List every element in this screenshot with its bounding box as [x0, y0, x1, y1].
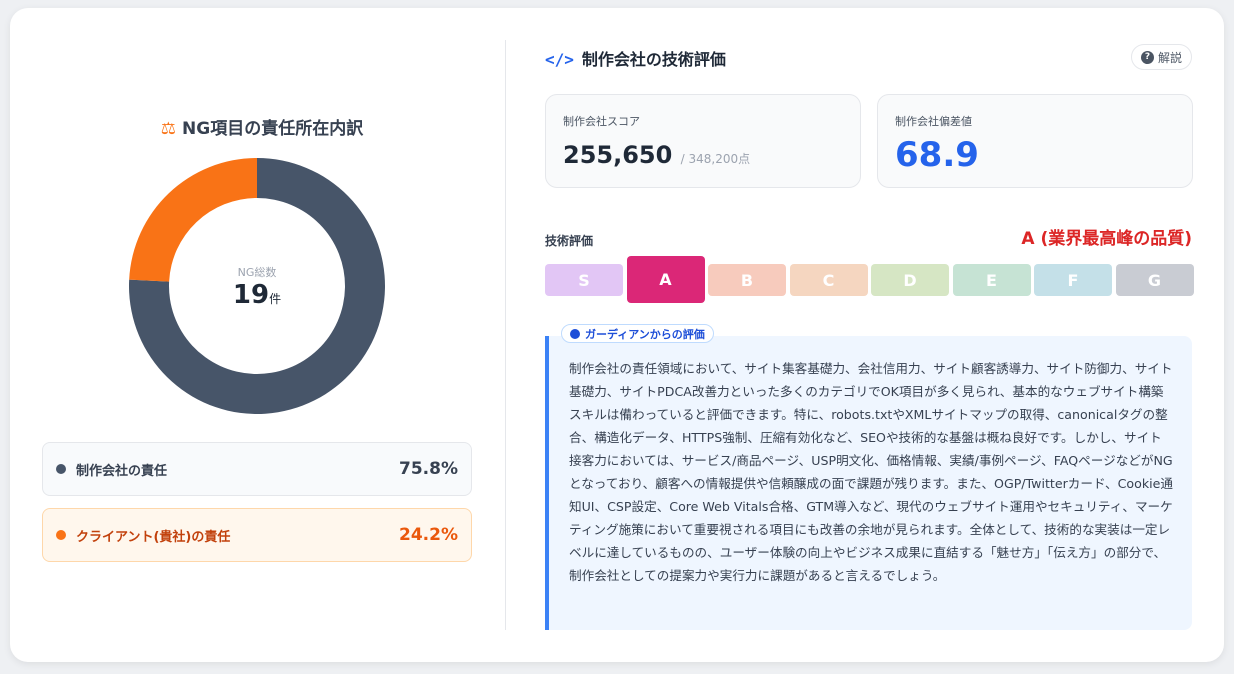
responsibility-panel: ⚖ NG項目の責任所在内訳 NG総数 19件 制作会社の責任 75.8% クライア… — [42, 8, 482, 662]
question-icon: ? — [1140, 50, 1154, 64]
score-box: 制作会社スコア 255,650 / 348,200点 — [545, 94, 861, 188]
grade-F: F — [1034, 264, 1112, 296]
comment-tag: ガーディアンからの評価 — [561, 324, 714, 343]
donut-slice-1 — [129, 158, 257, 282]
legend-percent: 24.2% — [399, 525, 458, 545]
legend-label: クライアント(貴社)の責任 — [76, 529, 231, 545]
score-value: 255,650 / 348,200点 — [563, 141, 843, 169]
grade-B: B — [708, 264, 786, 296]
code-icon: </> — [545, 50, 574, 69]
scale-icon: ⚖ — [160, 119, 177, 139]
divider — [505, 40, 506, 630]
ng-total-value: 19件 — [129, 280, 385, 310]
ng-total-unit: 件 — [269, 292, 282, 306]
legend-dot — [56, 464, 66, 474]
tech-title: </> 制作会社の技術評価 — [545, 46, 726, 70]
legend-percent: 75.8% — [399, 459, 458, 479]
score-number: 255,650 — [563, 141, 673, 169]
legend-item-client: クライアント(貴社)の責任 24.2% — [42, 508, 472, 562]
deviation-box: 制作会社偏差値 68.9 — [877, 94, 1193, 188]
grade-text: A (業界最高峰の品質) — [1021, 229, 1192, 249]
grade-D: D — [871, 264, 949, 296]
legend-item-agency: 制作会社の責任 75.8% — [42, 442, 472, 496]
ng-total-label: NG総数 — [237, 266, 277, 279]
guardian-comment: 制作会社の責任領域において、サイト集客基礎力、会社信用力、サイト顧客誘導力、サイ… — [545, 336, 1192, 630]
grade-C: C — [789, 264, 868, 296]
tech-title-text: 制作会社の技術評価 — [581, 50, 726, 69]
deviation-label: 制作会社偏差値 — [895, 115, 972, 128]
score-label: 制作会社スコア — [563, 115, 640, 128]
score-total: / 348,200点 — [680, 152, 751, 166]
ng-donut-chart — [129, 158, 385, 414]
ng-total-number: 19 — [232, 280, 270, 310]
responsibility-title: ⚖ NG項目の責任所在内訳 — [42, 114, 482, 139]
donut-center: NG総数 19件 — [129, 158, 385, 414]
grade-E: E — [952, 264, 1031, 296]
chat-icon — [570, 328, 580, 339]
comment-text: 制作会社の責任領域において、サイト集客基礎力、会社信用力、サイト顧客誘導力、サイ… — [569, 361, 1173, 583]
grade-S: S — [545, 264, 623, 296]
help-label: 解説 — [1157, 50, 1182, 65]
legend-label: 制作会社の責任 — [76, 463, 168, 479]
deviation-value: 68.9 — [895, 135, 979, 175]
evaluation-card: ⚖ NG項目の責任所在内訳 NG総数 19件 制作会社の責任 75.8% クライア… — [10, 8, 1224, 662]
grade-A: A — [626, 256, 705, 303]
donut-slice-0 — [129, 158, 385, 414]
comment-tag-text: ガーディアンからの評価 — [585, 327, 705, 341]
grade-G: G — [1115, 264, 1194, 296]
responsibility-title-text: NG項目の責任所在内訳 — [182, 119, 364, 139]
legend-dot — [56, 530, 66, 540]
tech-label: 技術評価 — [545, 234, 594, 248]
help-button[interactable]: ? 解説 — [1130, 44, 1192, 70]
